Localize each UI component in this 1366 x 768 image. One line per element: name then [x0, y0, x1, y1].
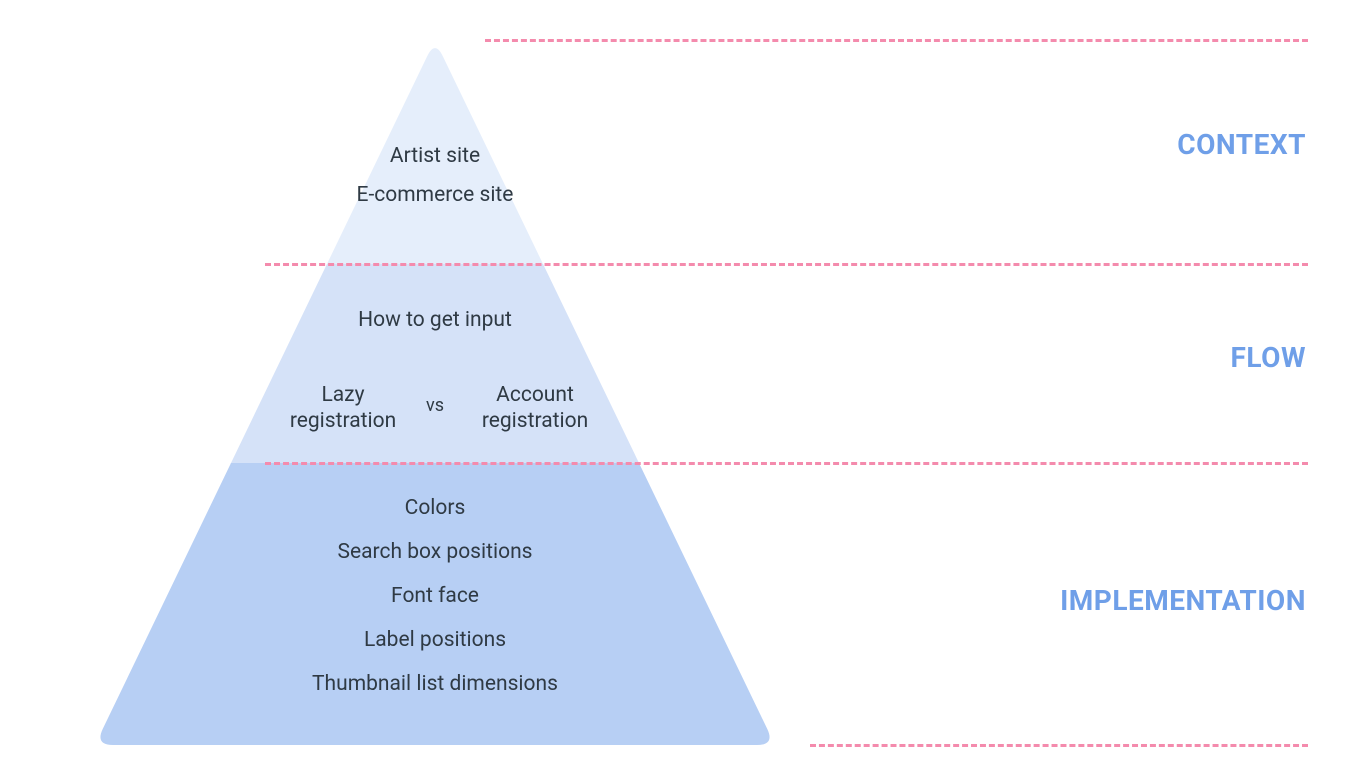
flow-item-1: How to get input [285, 307, 585, 333]
divider-line-bottom [810, 744, 1308, 747]
side-label-flow: FLOW [1231, 341, 1306, 374]
context-item-1: Artist site [305, 143, 565, 169]
context-item-2: E-commerce site [350, 182, 520, 208]
divider-line-flow-implementation [265, 462, 1308, 465]
divider-line-context-flow [265, 263, 1308, 266]
divider-line-top [485, 39, 1308, 42]
implementation-item-2: Search box positions [235, 539, 635, 565]
diagram-stage: CONTEXT FLOW IMPLEMENTATION Artist site … [0, 0, 1366, 768]
side-label-implementation: IMPLEMENTATION [1060, 584, 1306, 617]
flow-item-left: Lazy registration [273, 382, 413, 435]
flow-item-vs: vs [415, 395, 455, 418]
pyramid-svg [0, 0, 1366, 768]
side-label-context: CONTEXT [1177, 128, 1306, 161]
implementation-item-1: Colors [235, 495, 635, 521]
implementation-item-3: Font face [235, 583, 635, 609]
implementation-item-4: Label positions [235, 627, 635, 653]
implementation-item-5: Thumbnail list dimensions [235, 671, 635, 697]
flow-item-right: Account registration [460, 382, 610, 435]
